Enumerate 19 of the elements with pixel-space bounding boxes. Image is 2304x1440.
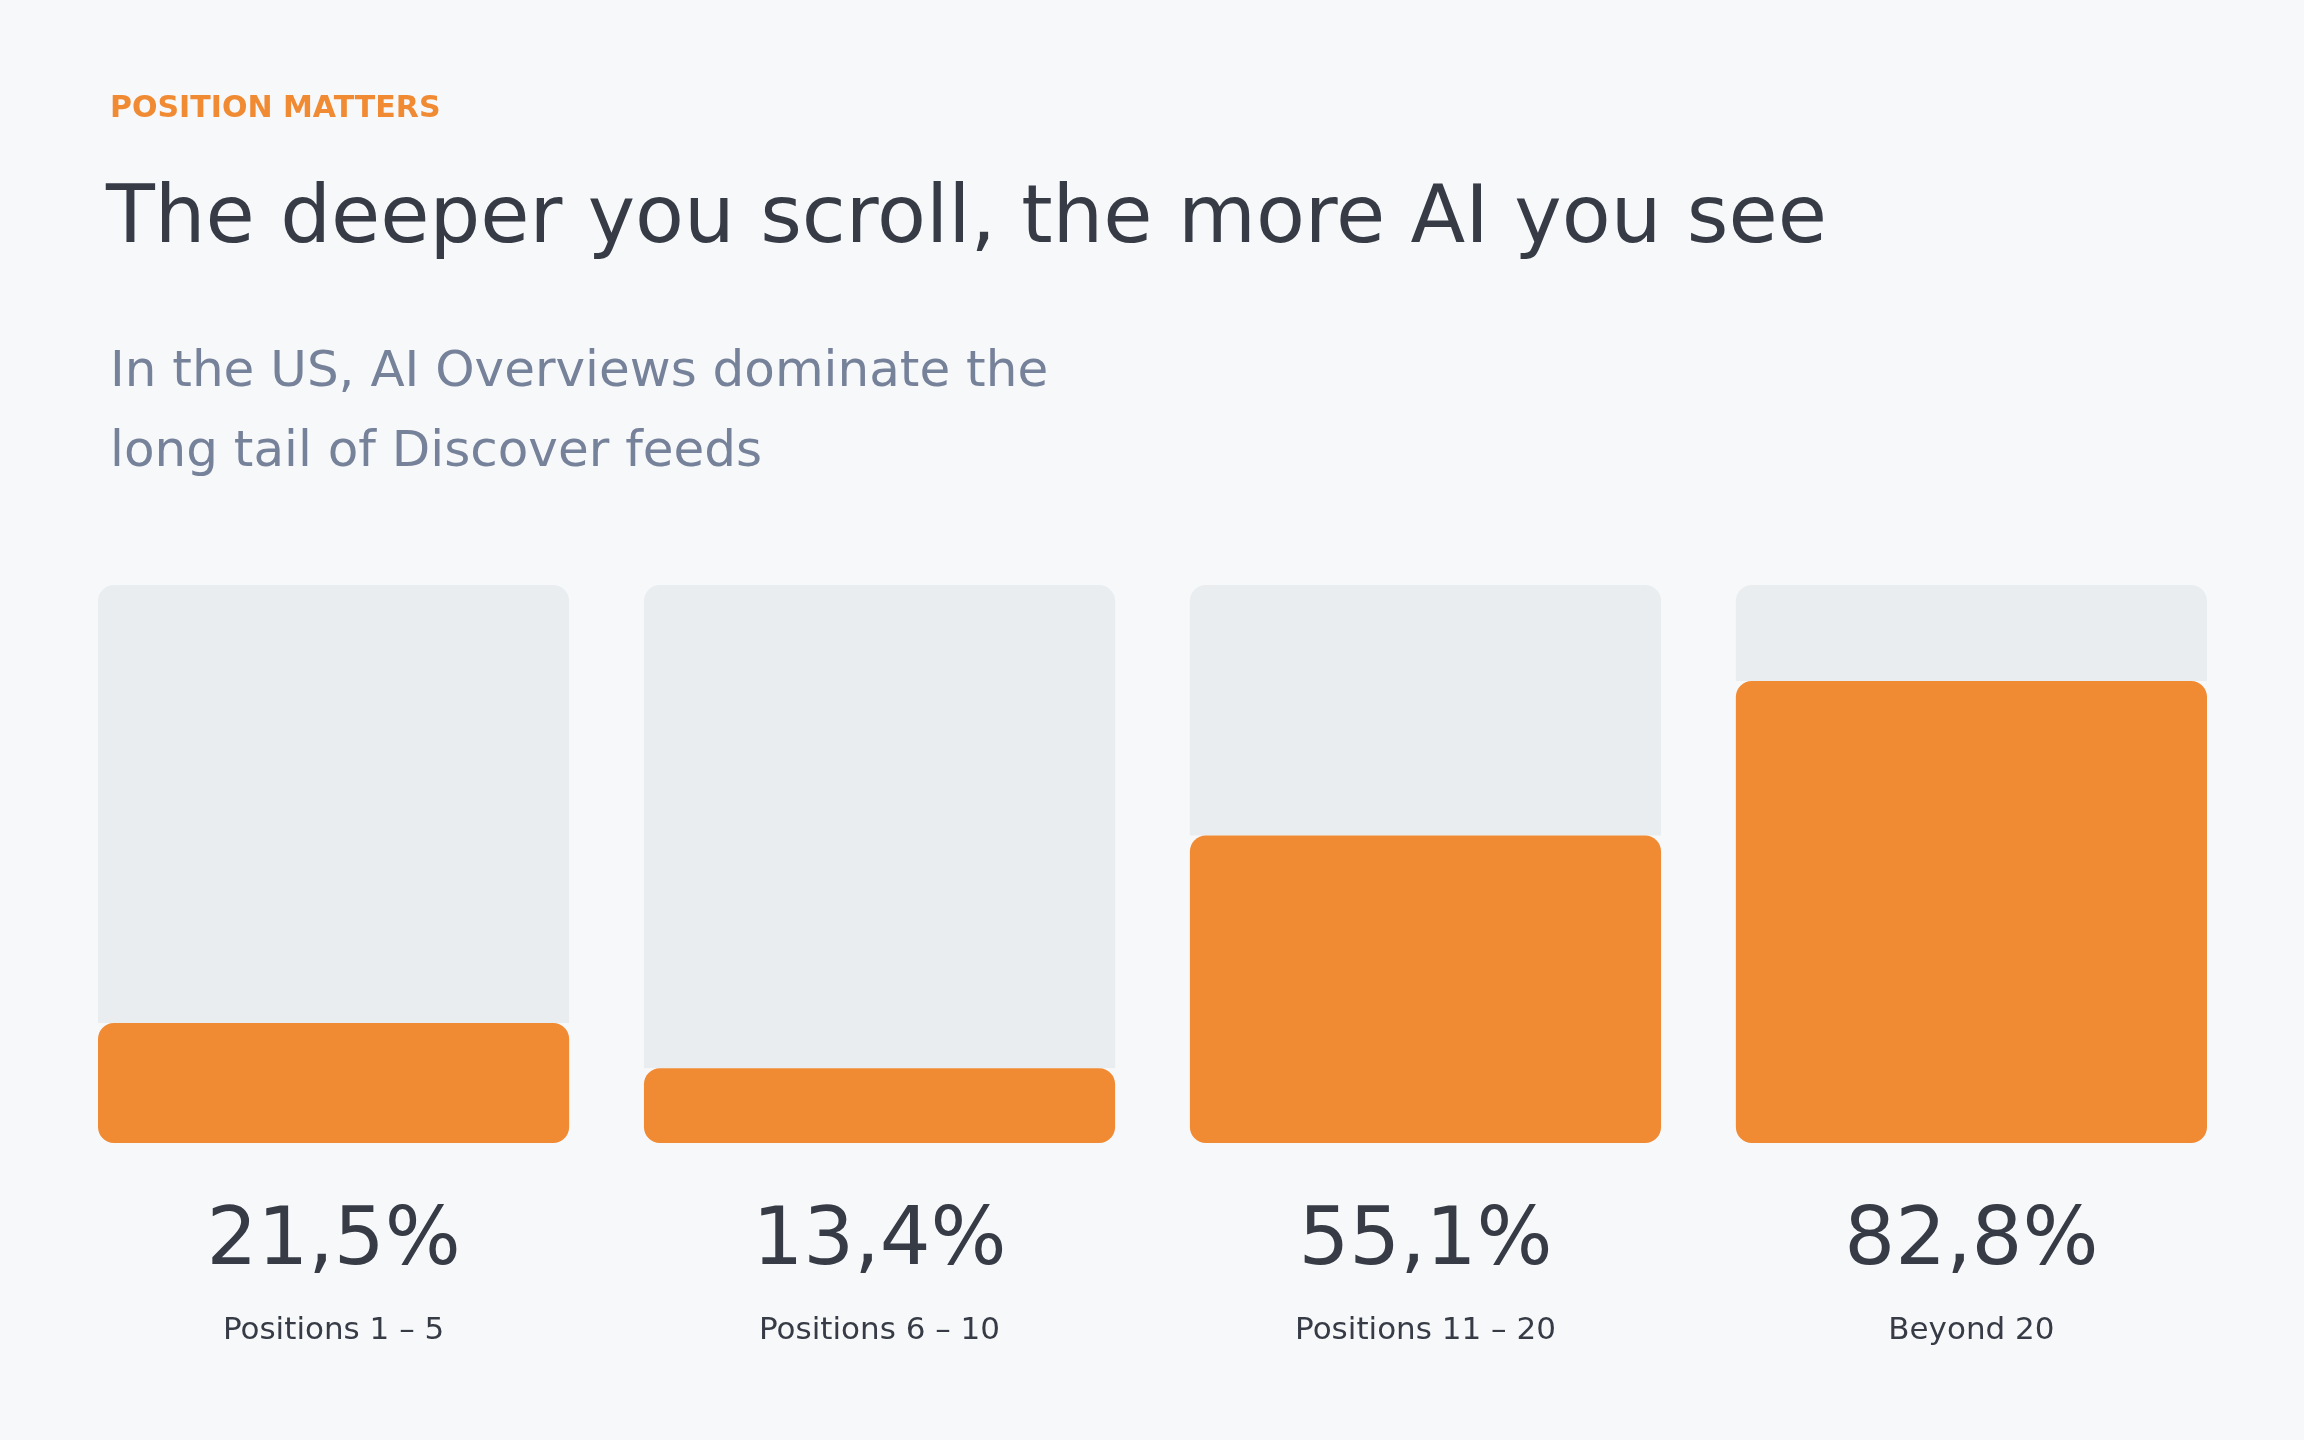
bar xyxy=(643,1068,1116,1143)
data-label: 21,5% xyxy=(206,1190,461,1283)
bar xyxy=(1735,680,2207,1143)
bar xyxy=(1189,835,1662,1143)
bar xyxy=(1189,585,1662,836)
bar xyxy=(643,585,1116,1069)
chart-title: The deeper you scroll, the more AI you see xyxy=(105,168,1827,261)
x-tick-label: Positions 6 – 10 xyxy=(758,1309,1001,1346)
data-label: 55,1% xyxy=(1298,1190,1553,1283)
bar xyxy=(98,1023,570,1143)
x-tick-label: Beyond 20 xyxy=(1888,1309,2055,1346)
x-tick-label: Positions 11 – 20 xyxy=(1295,1309,1556,1346)
x-tick-label: Positions 1 – 5 xyxy=(222,1309,445,1346)
bar xyxy=(98,585,570,1024)
data-label: 13,4% xyxy=(752,1190,1007,1283)
bar xyxy=(1735,585,2207,681)
data-label: 82,8% xyxy=(1844,1190,2099,1283)
text: POSITION MATTERS xyxy=(110,89,441,124)
chart-subtitle: In the US, AI Overviews dominate the long tail of Discover feeds xyxy=(110,340,1049,478)
